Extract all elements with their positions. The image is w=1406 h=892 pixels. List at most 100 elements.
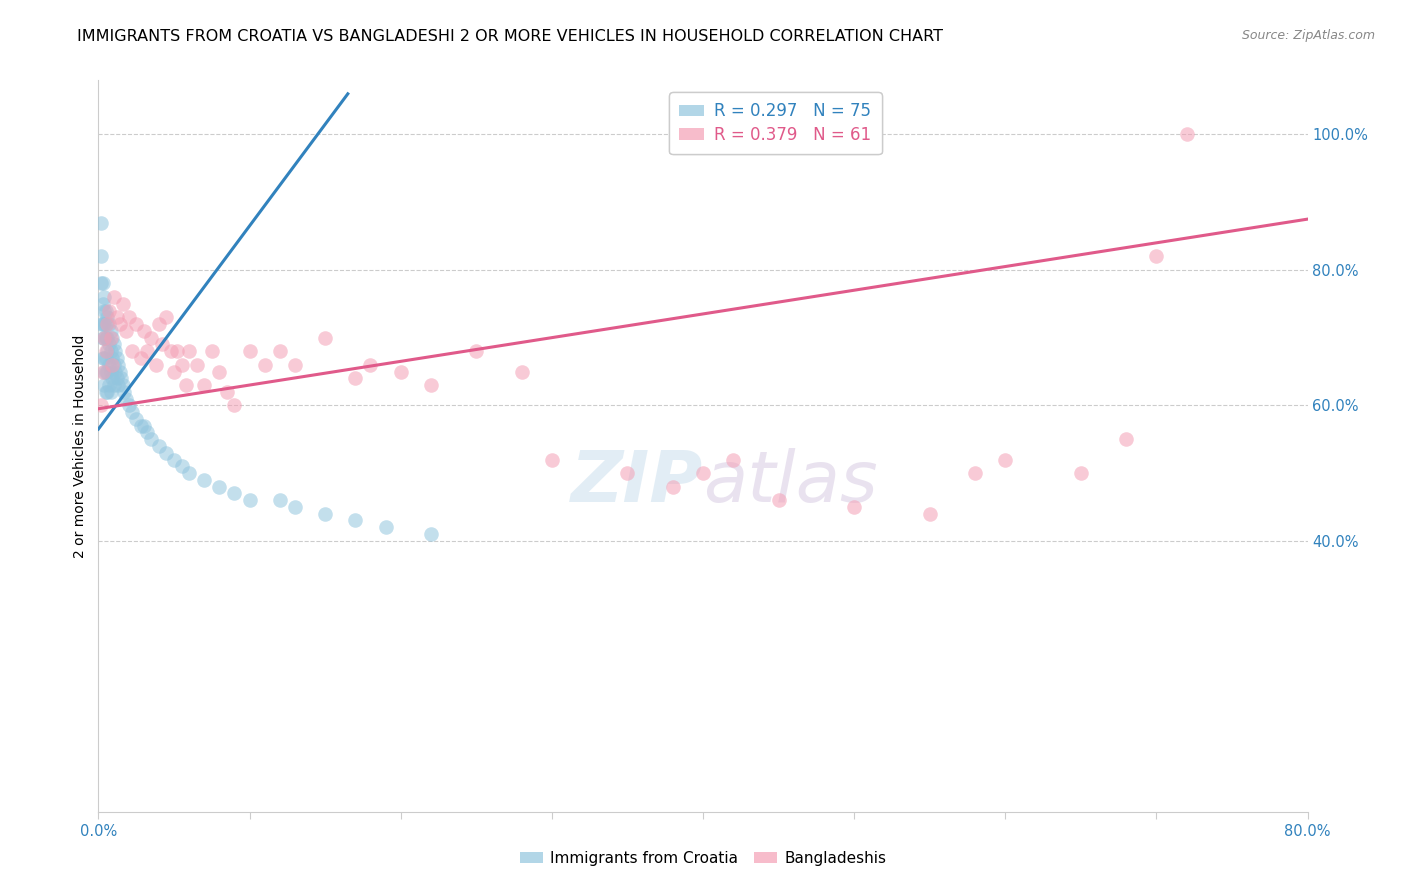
Point bbox=[90, 317, 112, 331]
Legend: R = 0.297   N = 75, R = 0.379   N = 61: R = 0.297 N = 75, R = 0.379 N = 61 bbox=[669, 92, 882, 154]
Point bbox=[150, 337, 173, 351]
Point bbox=[179, 466, 201, 480]
Point bbox=[661, 480, 683, 494]
Point bbox=[100, 384, 122, 399]
Point bbox=[125, 412, 148, 426]
Point bbox=[389, 364, 412, 378]
Point bbox=[108, 364, 131, 378]
Point bbox=[132, 418, 155, 433]
Point bbox=[111, 297, 134, 311]
Point bbox=[105, 351, 128, 365]
Text: atlas: atlas bbox=[703, 448, 877, 517]
Point bbox=[101, 358, 124, 372]
Point bbox=[96, 364, 118, 378]
Point bbox=[344, 371, 367, 385]
Point bbox=[135, 425, 157, 440]
Legend: Immigrants from Croatia, Bangladeshis: Immigrants from Croatia, Bangladeshis bbox=[512, 843, 894, 873]
Point bbox=[193, 473, 215, 487]
Point bbox=[93, 331, 115, 345]
Point bbox=[94, 384, 117, 399]
Point bbox=[918, 507, 941, 521]
Point bbox=[155, 310, 177, 325]
Point bbox=[465, 344, 488, 359]
Point bbox=[344, 514, 367, 528]
Point bbox=[114, 324, 136, 338]
Point bbox=[269, 344, 291, 359]
Point bbox=[269, 493, 291, 508]
Point bbox=[1175, 128, 1198, 142]
Point bbox=[166, 344, 188, 359]
Point bbox=[179, 344, 201, 359]
Point bbox=[104, 344, 127, 359]
Point bbox=[91, 331, 114, 345]
Point bbox=[174, 378, 197, 392]
Point bbox=[100, 331, 122, 345]
Point bbox=[768, 493, 790, 508]
Point bbox=[239, 493, 262, 508]
Point bbox=[98, 337, 121, 351]
Point bbox=[215, 384, 238, 399]
Point bbox=[100, 364, 122, 378]
Point bbox=[163, 452, 186, 467]
Point bbox=[141, 432, 163, 446]
Point bbox=[616, 466, 638, 480]
Text: Source: ZipAtlas.com: Source: ZipAtlas.com bbox=[1241, 29, 1375, 43]
Point bbox=[360, 358, 382, 372]
Point bbox=[94, 303, 117, 318]
Point bbox=[96, 331, 118, 345]
Point bbox=[91, 351, 114, 365]
Point bbox=[135, 344, 157, 359]
Point bbox=[91, 277, 114, 291]
Point bbox=[193, 378, 215, 392]
Point bbox=[114, 392, 136, 406]
Point bbox=[98, 303, 121, 318]
Point bbox=[93, 331, 115, 345]
Point bbox=[90, 398, 112, 412]
Point bbox=[91, 317, 114, 331]
Point bbox=[94, 331, 117, 345]
Point bbox=[374, 520, 396, 534]
Point bbox=[107, 358, 129, 372]
Point bbox=[91, 364, 114, 378]
Point bbox=[1115, 432, 1137, 446]
Point bbox=[93, 378, 115, 392]
Point bbox=[108, 317, 131, 331]
Point bbox=[96, 384, 118, 399]
Point bbox=[186, 358, 208, 372]
Point bbox=[163, 364, 186, 378]
Point bbox=[110, 371, 132, 385]
Point bbox=[540, 452, 562, 467]
Point bbox=[723, 452, 745, 467]
Point bbox=[93, 351, 115, 365]
Point bbox=[101, 331, 124, 345]
Point bbox=[103, 378, 125, 392]
Point bbox=[284, 358, 307, 372]
Point bbox=[90, 215, 112, 229]
Point bbox=[994, 452, 1017, 467]
Point bbox=[118, 310, 141, 325]
Point bbox=[96, 310, 118, 325]
Point bbox=[121, 405, 143, 419]
Point bbox=[93, 317, 115, 331]
Point bbox=[148, 439, 170, 453]
Point bbox=[844, 500, 866, 514]
Point bbox=[224, 398, 246, 412]
Point bbox=[253, 358, 276, 372]
Point bbox=[107, 378, 129, 392]
Point bbox=[965, 466, 987, 480]
Point bbox=[1070, 466, 1092, 480]
Point bbox=[160, 344, 183, 359]
Point bbox=[129, 351, 152, 365]
Point bbox=[148, 317, 170, 331]
Point bbox=[170, 358, 193, 372]
Point bbox=[284, 500, 307, 514]
Point bbox=[141, 331, 163, 345]
Point bbox=[420, 527, 443, 541]
Point bbox=[103, 290, 125, 304]
Point bbox=[105, 310, 128, 325]
Point bbox=[93, 364, 115, 378]
Point bbox=[201, 344, 224, 359]
Point bbox=[155, 446, 177, 460]
Point bbox=[121, 344, 143, 359]
Point bbox=[93, 290, 115, 304]
